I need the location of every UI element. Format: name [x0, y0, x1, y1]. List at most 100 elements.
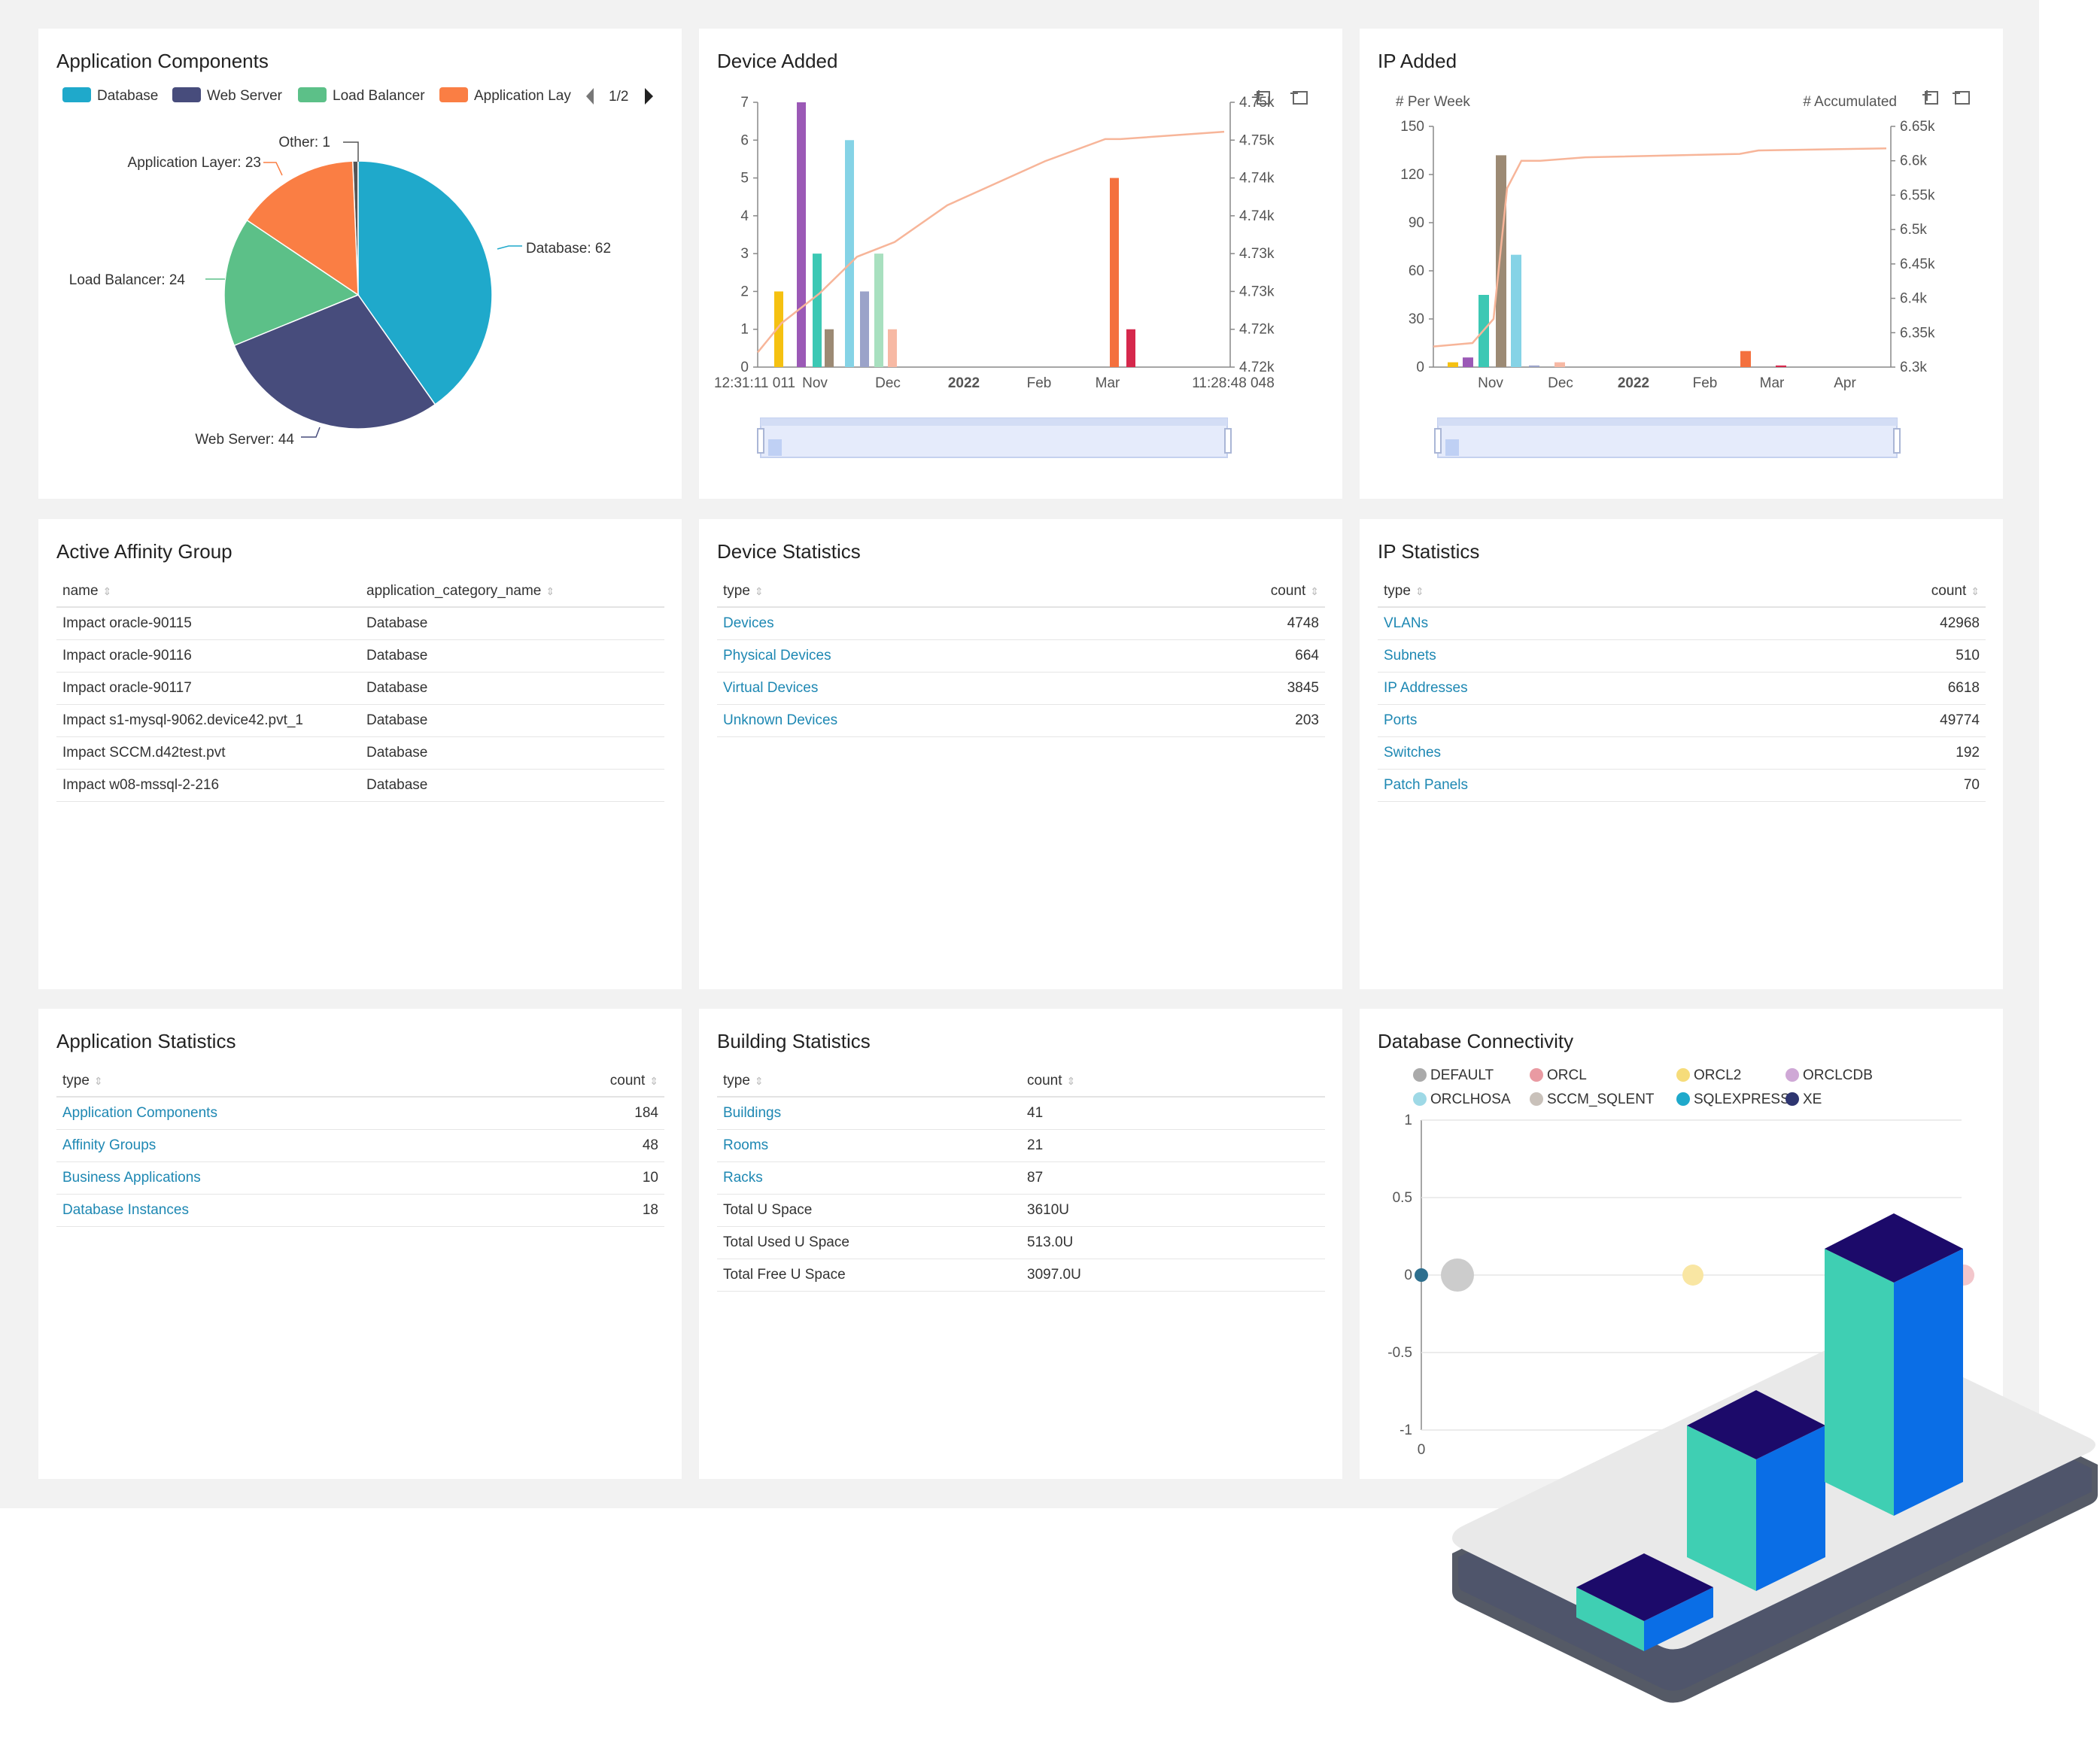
legend-prev-icon[interactable] [586, 88, 594, 105]
sort-icon[interactable]: ⇕ [93, 1075, 103, 1087]
sort-icon[interactable]: ⇕ [1971, 585, 1980, 597]
legend-item-web-server[interactable]: Web Server [207, 88, 283, 104]
col-header-type[interactable]: type ⇕ [56, 1066, 503, 1098]
col-header-type[interactable]: type ⇕ [1378, 576, 1752, 608]
bar[interactable] [860, 291, 869, 367]
slider-handle-right[interactable] [1893, 428, 1901, 454]
col-header-count[interactable]: count ⇕ [1021, 1066, 1325, 1098]
col-header-name[interactable]: name ⇕ [56, 576, 360, 608]
sort-icon[interactable]: ⇕ [1066, 1075, 1076, 1087]
pie-slice-application-layer[interactable] [246, 160, 359, 296]
vlans-link[interactable]: VLANs [1384, 615, 1429, 631]
subnets-link[interactable]: Subnets [1384, 648, 1436, 663]
col-header-type[interactable]: type ⇕ [717, 576, 1129, 608]
sort-icon[interactable]: ⇕ [1310, 585, 1319, 597]
point-xe[interactable] [1415, 1268, 1428, 1282]
col-header-count[interactable]: count ⇕ [1128, 576, 1325, 608]
racks-link[interactable]: Racks [723, 1170, 763, 1186]
legend-item-load-balancer[interactable]: Load Balancer [333, 88, 425, 104]
pie-slice-load-balancer[interactable] [223, 219, 360, 347]
col-header-count[interactable]: count ⇕ [1751, 576, 1986, 608]
building-statistics-panel: Building Statistics type ⇕ count ⇕ Buildin… [699, 1009, 1342, 1479]
bar[interactable] [1463, 357, 1473, 367]
buildings-link[interactable]: Buildings [723, 1105, 782, 1121]
legend-next-icon[interactable] [645, 88, 653, 105]
point-default[interactable] [1441, 1259, 1474, 1292]
sort-icon[interactable]: ⇕ [1415, 585, 1424, 597]
legend-item[interactable]: ORCLHOSA [1430, 1092, 1511, 1107]
legend-item-database[interactable]: Database [97, 88, 158, 104]
legend-item[interactable]: SQLEXPRESS [1694, 1092, 1790, 1107]
app-components-link[interactable]: Application Components [62, 1105, 217, 1121]
physical-devices-link[interactable]: Physical Devices [723, 648, 831, 663]
bar[interactable] [874, 254, 883, 367]
bar[interactable] [845, 140, 854, 368]
rooms-link[interactable]: Rooms [723, 1137, 769, 1153]
y-ticks-left: 0 30 60 90 120 150 [1400, 119, 1433, 375]
app-components-chart: Database Web Server Load Balancer Applic… [62, 87, 653, 448]
cell-count: 18 [503, 1194, 664, 1227]
business-apps-link[interactable]: Business Applications [62, 1170, 201, 1186]
bar[interactable] [1740, 351, 1751, 367]
restore-icon[interactable] [1953, 91, 1970, 105]
bar[interactable] [825, 329, 834, 367]
bar[interactable] [797, 102, 806, 367]
db-instances-link[interactable]: Database Instances [62, 1202, 189, 1218]
pie-slice-web-server[interactable] [233, 294, 436, 430]
legend-item[interactable]: ORCL [1547, 1067, 1587, 1083]
pie-slice-database[interactable] [357, 160, 493, 405]
col-header-type[interactable]: type ⇕ [717, 1066, 1021, 1098]
switches-link[interactable]: Switches [1384, 745, 1442, 761]
bar[interactable] [1554, 362, 1565, 367]
zoom-icon[interactable] [1922, 90, 1938, 105]
legend[interactable]: Database Web Server Load Balancer Applic… [62, 87, 571, 104]
legend-item[interactable]: ORCL2 [1694, 1067, 1741, 1083]
patch-panels-link[interactable]: Patch Panels [1384, 777, 1468, 793]
table-row: Devices 4748 [717, 607, 1325, 640]
slider-handle-left[interactable] [1434, 428, 1442, 454]
devices-link[interactable]: Devices [723, 615, 774, 631]
legend-swatch-web-server [172, 87, 201, 102]
unknown-devices-link[interactable]: Unknown Devices [723, 712, 838, 728]
bar[interactable] [1529, 365, 1539, 367]
legend-item-application-layer[interactable]: Application Lay [474, 88, 571, 104]
tall-bar [1825, 1213, 1963, 1516]
table-header: type ⇕ count ⇕ [717, 1066, 1325, 1098]
slider-handle-right[interactable] [1224, 428, 1232, 454]
restore-icon[interactable] [1290, 91, 1308, 105]
ip-addresses-link[interactable]: IP Addresses [1384, 680, 1468, 696]
bar[interactable] [1496, 155, 1506, 367]
slider-handle-left[interactable] [757, 428, 764, 454]
legend-dot [1785, 1068, 1799, 1082]
sort-icon[interactable]: ⇕ [546, 585, 555, 597]
bar[interactable] [1110, 178, 1119, 367]
legend[interactable]: DEFAULT ORCL ORCL2 ORCLCDB ORCLHOSA SCCM_SQLE… [1413, 1067, 1873, 1107]
bar[interactable] [1511, 254, 1521, 367]
col-header-count[interactable]: count ⇕ [503, 1066, 664, 1098]
sort-icon[interactable]: ⇕ [102, 585, 112, 597]
bar[interactable] [1126, 329, 1135, 367]
x-tick-apr: Apr [1834, 375, 1856, 391]
cell-name: Impact SCCM.d42test.pvt [56, 736, 360, 770]
data-zoom-slider[interactable] [1434, 417, 1901, 458]
bar[interactable] [774, 291, 783, 367]
sort-icon[interactable]: ⇕ [754, 585, 764, 597]
legend-item[interactable]: DEFAULT [1430, 1067, 1494, 1083]
affinity-groups-link[interactable]: Affinity Groups [62, 1137, 157, 1153]
col-header-category[interactable]: application_category_name ⇕ [360, 576, 664, 608]
bar[interactable] [813, 254, 822, 367]
ports-link[interactable]: Ports [1384, 712, 1418, 728]
bar[interactable] [1448, 362, 1458, 367]
bar[interactable] [888, 329, 897, 367]
data-zoom-slider[interactable] [757, 417, 1232, 458]
legend-item[interactable]: ORCLCDB [1803, 1067, 1873, 1083]
point-orcl2[interactable] [1682, 1265, 1703, 1286]
legend-item[interactable]: XE [1803, 1092, 1822, 1107]
sort-icon[interactable]: ⇕ [649, 1075, 658, 1087]
y-tick-label: 1 [1404, 1113, 1412, 1128]
zoom-icon[interactable] [1254, 90, 1270, 105]
bar[interactable] [1776, 365, 1786, 367]
sort-icon[interactable]: ⇕ [754, 1075, 764, 1087]
virtual-devices-link[interactable]: Virtual Devices [723, 680, 819, 696]
legend-item[interactable]: SCCM_SQLENT [1547, 1092, 1655, 1107]
